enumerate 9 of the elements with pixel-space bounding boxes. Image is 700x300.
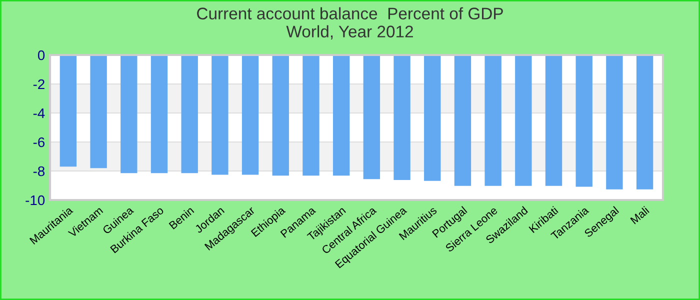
chart-subtitle: World, Year 2012 xyxy=(286,25,413,40)
y-tick-label: -8 xyxy=(33,166,45,176)
y-tick-label: 0 xyxy=(38,50,45,60)
y-tick-label: -6 xyxy=(33,137,45,148)
y-tick-label: -2 xyxy=(33,79,44,90)
chart-title: Current account balance Percent of GDP xyxy=(197,7,503,20)
x-tick-label: Mali xyxy=(630,206,650,224)
y-tick-label: -10 xyxy=(26,195,45,206)
y-tick-label: -4 xyxy=(33,108,45,118)
